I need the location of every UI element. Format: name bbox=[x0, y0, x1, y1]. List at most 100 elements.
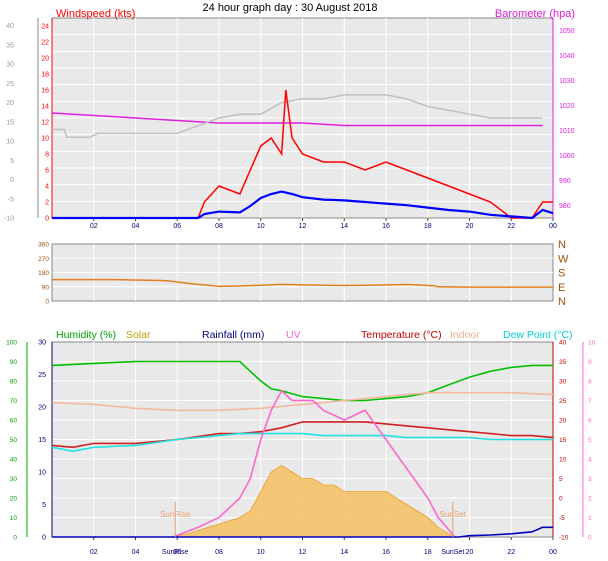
uv-tick-label: 0 bbox=[588, 535, 592, 542]
windspeed-tick-label: 10 bbox=[41, 136, 49, 143]
direction-tick-label: 90 bbox=[42, 284, 50, 291]
series-line-p3-3 bbox=[51, 432, 553, 453]
rain-tick-label: 30 bbox=[38, 340, 46, 347]
x-tick-label: 10 bbox=[257, 223, 265, 230]
x-tick-label: 10 bbox=[257, 549, 265, 556]
temp-tick-label: -10 bbox=[559, 535, 569, 542]
x-tick-label: 14 bbox=[340, 549, 348, 556]
windspeed-tick-label: 8 bbox=[45, 152, 49, 159]
temp-tick-label: 25 bbox=[559, 398, 567, 405]
barometer-tick-label: 1010 bbox=[559, 128, 575, 135]
compass-label: N bbox=[558, 296, 566, 308]
compass-label: S bbox=[558, 268, 565, 280]
direction-tick-label: 0 bbox=[45, 299, 49, 306]
outer-left-tick-label: -5 bbox=[8, 196, 14, 203]
outer-left-tick-label: 15 bbox=[6, 119, 14, 126]
x-tick-label: 20 bbox=[466, 223, 474, 230]
outer-left-tick-label: 20 bbox=[6, 100, 14, 107]
barometer-tick-label: 980 bbox=[559, 203, 571, 210]
humidity-tick-label: 30 bbox=[10, 476, 18, 483]
legend-dew: Dew Point (°C) bbox=[503, 329, 573, 341]
humidity-tick-label: 90 bbox=[10, 359, 18, 366]
uv-tick-label: 10 bbox=[588, 340, 596, 347]
series-line-p2-0 bbox=[52, 278, 553, 288]
humidity-tick-label: 10 bbox=[10, 515, 18, 522]
windspeed-tick-label: 2 bbox=[45, 200, 49, 207]
x-tick-label: 16 bbox=[382, 549, 390, 556]
x-tick-label: 06 bbox=[173, 549, 181, 556]
x-tick-label: 06 bbox=[173, 223, 181, 230]
barometer-tick-label: 1040 bbox=[559, 53, 575, 60]
temp-tick-label: -5 bbox=[559, 515, 565, 522]
direction-tick-label: 360 bbox=[38, 242, 49, 249]
windspeed-tick-label: 12 bbox=[41, 120, 49, 127]
sun-marker-axis-label: SunRise bbox=[162, 549, 189, 556]
series-line-p3-5 bbox=[172, 389, 456, 538]
x-tick-label: 20 bbox=[466, 549, 474, 556]
windspeed-tick-label: 14 bbox=[41, 104, 49, 111]
x-tick-label: 22 bbox=[507, 223, 515, 230]
rain-tick-label: 15 bbox=[38, 437, 46, 444]
series-line-p1-0 bbox=[51, 112, 543, 127]
temp-tick-label: 5 bbox=[559, 476, 563, 483]
outer-left-tick-label: 30 bbox=[6, 62, 14, 69]
x-tick-label: 08 bbox=[215, 223, 223, 230]
x-tick-label: 04 bbox=[132, 223, 140, 230]
series-line-p1-3 bbox=[52, 190, 554, 220]
uv-tick-label: 4 bbox=[588, 457, 592, 464]
rain-tick-label: 20 bbox=[38, 405, 46, 412]
humidity-tick-label: 80 bbox=[10, 379, 18, 386]
outer-left-tick-label: -10 bbox=[4, 216, 14, 223]
barometer-tick-label: 1020 bbox=[559, 103, 575, 110]
outer-left-tick-label: 10 bbox=[6, 139, 14, 146]
outer-left-tick-label: 35 bbox=[6, 42, 14, 49]
uv-tick-label: 7 bbox=[588, 398, 592, 405]
rain-tick-label: 0 bbox=[42, 535, 46, 542]
temp-tick-label: 20 bbox=[559, 418, 567, 425]
barometer-tick-label: 1030 bbox=[559, 78, 575, 85]
uv-tick-label: 5 bbox=[588, 437, 592, 444]
compass-label: E bbox=[558, 282, 565, 294]
humidity-tick-label: 100 bbox=[6, 340, 17, 347]
barometer-tick-label: 1000 bbox=[559, 153, 575, 160]
x-tick-label: 22 bbox=[507, 549, 515, 556]
windspeed-tick-label: 24 bbox=[41, 24, 49, 31]
uv-tick-label: 8 bbox=[588, 379, 592, 386]
windspeed-tick-label: 4 bbox=[45, 184, 49, 191]
sun-marker-label: SunRise bbox=[160, 510, 191, 519]
x-tick-label: 02 bbox=[90, 223, 98, 230]
windspeed-tick-label: 6 bbox=[45, 168, 49, 175]
x-tick-label: 00 bbox=[549, 549, 557, 556]
humidity-tick-label: 50 bbox=[10, 437, 18, 444]
chart-title: 24 hour graph day : 30 August 2018 bbox=[203, 2, 378, 14]
outer-left-tick-label: 5 bbox=[10, 158, 14, 165]
uv-tick-label: 2 bbox=[588, 496, 592, 503]
legend-uv: UV bbox=[286, 329, 301, 341]
series-line-p3-0 bbox=[51, 360, 553, 402]
outer-left-tick-label: 40 bbox=[6, 23, 14, 30]
barometer-tick-label: 990 bbox=[559, 178, 571, 185]
outer-left-tick-label: 25 bbox=[6, 81, 14, 88]
legend-temperature: Temperature (°C) bbox=[361, 329, 442, 341]
humidity-tick-label: 20 bbox=[10, 496, 18, 503]
x-tick-label: 18 bbox=[424, 549, 432, 556]
x-tick-label: 02 bbox=[90, 549, 98, 556]
x-tick-label: 00 bbox=[549, 223, 557, 230]
compass-label: N bbox=[558, 239, 566, 251]
barometer-tick-label: 1050 bbox=[559, 28, 575, 35]
windspeed-tick-label: 18 bbox=[41, 72, 49, 79]
legend-windspeed: Windspeed (kts) bbox=[56, 8, 135, 20]
humidity-tick-label: 0 bbox=[13, 535, 17, 542]
series-line-p1-1 bbox=[52, 94, 543, 138]
legend-solar: Solar bbox=[126, 329, 151, 341]
uv-tick-label: 6 bbox=[588, 418, 592, 425]
x-tick-label: 12 bbox=[299, 223, 307, 230]
rain-tick-label: 25 bbox=[38, 372, 46, 379]
x-tick-label: 18 bbox=[424, 223, 432, 230]
temp-tick-label: 30 bbox=[559, 379, 567, 386]
series-line-p3-6 bbox=[52, 526, 553, 538]
direction-tick-label: 270 bbox=[38, 256, 49, 263]
temp-tick-label: 0 bbox=[559, 496, 563, 503]
series-line-p3-2 bbox=[51, 421, 554, 449]
